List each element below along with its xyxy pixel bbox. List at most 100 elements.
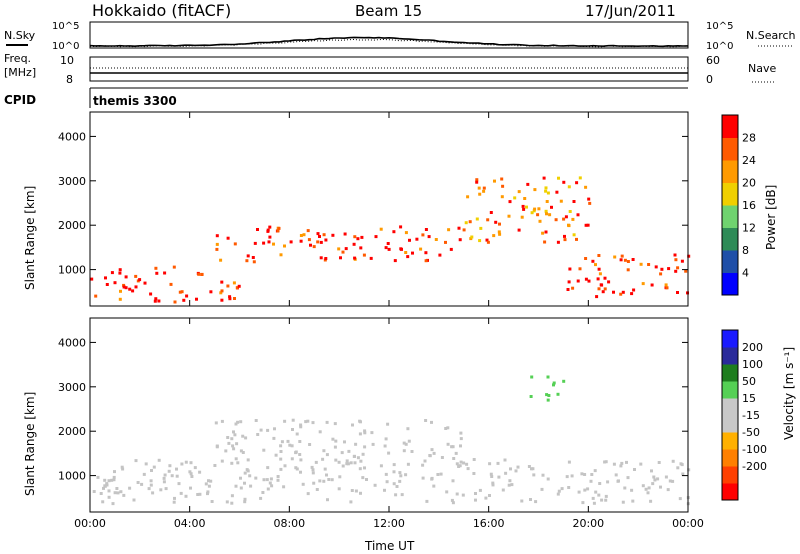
- heatmap-cell: [544, 209, 548, 213]
- heatmap-cell: [149, 483, 153, 487]
- heatmap-cell: [556, 392, 560, 396]
- heatmap-cell: [385, 480, 389, 484]
- heatmap-cell: [580, 472, 584, 476]
- colorbar-frame: [721, 114, 739, 296]
- heatmap-cell: [406, 255, 410, 259]
- heatmap-cell: [243, 471, 247, 475]
- cpid-label: CPID: [4, 93, 36, 107]
- heatmap-cell: [304, 420, 308, 424]
- heatmap-cell: [118, 268, 122, 272]
- heatmap-cell: [299, 425, 303, 429]
- heatmap-cell: [599, 283, 603, 287]
- heatmap-cell: [371, 442, 375, 446]
- heatmap-cell: [445, 490, 449, 494]
- heatmap-cell: [545, 212, 548, 216]
- heatmap-cell: [455, 462, 459, 466]
- power-colorbar-tick: 16: [742, 199, 756, 212]
- heatmap-cell: [667, 267, 671, 271]
- heatmap-cell: [178, 290, 182, 294]
- heatmap-cell: [252, 260, 256, 264]
- heatmap-cell: [289, 240, 293, 244]
- y-tick-label: 4000: [58, 336, 86, 349]
- heatmap-cell: [687, 468, 691, 472]
- heatmap-cell: [198, 470, 202, 474]
- power-heatmap: [90, 176, 691, 304]
- heatmap-cell: [482, 186, 486, 190]
- heatmap-cell: [311, 468, 315, 472]
- heatmap-cell: [163, 271, 167, 275]
- heatmap-cell: [215, 445, 219, 449]
- heatmap-cell: [428, 454, 432, 457]
- heatmap-cell: [248, 474, 252, 478]
- heatmap-cell: [587, 197, 591, 201]
- heatmap-cell: [220, 289, 224, 293]
- heatmap-cell: [597, 493, 601, 497]
- heatmap-cell: [687, 254, 691, 258]
- heatmap-cell: [395, 485, 399, 488]
- station-title: Hokkaido (fitACF): [92, 1, 231, 20]
- heatmap-cell: [458, 238, 462, 242]
- heatmap-cell: [235, 442, 239, 446]
- heatmap-cell: [525, 205, 528, 209]
- heatmap-cell: [430, 448, 434, 452]
- heatmap-cell: [404, 473, 408, 477]
- heatmap-cell: [659, 485, 662, 489]
- heatmap-cell: [318, 235, 321, 238]
- heatmap-cell: [548, 213, 552, 217]
- heatmap-cell: [446, 426, 450, 430]
- power-ylabel: Slant Range [km]: [23, 186, 37, 290]
- heatmap-cell: [567, 486, 571, 489]
- heatmap-cell: [552, 383, 555, 387]
- heatmap-cell: [652, 475, 656, 479]
- heatmap-cell: [184, 494, 188, 498]
- heatmap-cell: [298, 440, 302, 443]
- heatmap-cell: [103, 478, 107, 482]
- heatmap-cell: [299, 470, 302, 474]
- heatmap-cell: [485, 238, 489, 242]
- heatmap-cell: [651, 482, 655, 486]
- heatmap-cell: [299, 239, 303, 243]
- heatmap-cell: [532, 473, 536, 477]
- heatmap-cell: [343, 440, 346, 444]
- heatmap-cell: [136, 481, 140, 484]
- y-tick-label: 3000: [58, 381, 86, 394]
- heatmap-cell: [105, 482, 109, 486]
- heatmap-cell: [398, 479, 402, 483]
- heatmap-cell: [492, 234, 496, 238]
- heatmap-cell: [676, 266, 680, 270]
- heatmap-cell: [541, 231, 545, 235]
- colorbar-swatch: [722, 466, 738, 484]
- heatmap-cell: [530, 375, 534, 379]
- heatmap-cell: [173, 300, 177, 304]
- heatmap-cell: [107, 489, 111, 493]
- heatmap-cell: [475, 180, 479, 184]
- heatmap-cell: [572, 200, 576, 203]
- heatmap-cell: [154, 266, 158, 270]
- colorbar-swatch: [722, 330, 738, 348]
- colorbar-swatch: [722, 205, 738, 228]
- heatmap-cell: [552, 381, 556, 385]
- heatmap-cell: [597, 287, 601, 291]
- heatmap-cell: [325, 420, 329, 424]
- heatmap-cell: [112, 475, 116, 479]
- heatmap-cell: [204, 482, 208, 486]
- heatmap-cell: [478, 192, 482, 196]
- heatmap-cell: [603, 276, 607, 280]
- heatmap-cell: [356, 237, 360, 241]
- heatmap-cell: [337, 460, 341, 464]
- heatmap-cell: [484, 496, 488, 500]
- power-colorbar: 4 8 12 16 20 24 28: [721, 114, 756, 296]
- heatmap-cell: [346, 462, 350, 466]
- heatmap-cell: [228, 297, 232, 301]
- heatmap-cell: [115, 487, 119, 490]
- heatmap-cell: [322, 449, 326, 453]
- nsky-panel: N.Sky 10^5 10^0 10^5 10^0 N.Search: [4, 21, 796, 52]
- heatmap-cell: [310, 465, 314, 469]
- heatmap-cell: [457, 465, 461, 468]
- heatmap-cell: [283, 419, 287, 423]
- heatmap-cell: [578, 267, 582, 271]
- heatmap-cell: [491, 481, 495, 485]
- heatmap-cell: [279, 253, 283, 257]
- colorbar-swatch: [722, 449, 738, 467]
- heatmap-cell: [600, 498, 604, 502]
